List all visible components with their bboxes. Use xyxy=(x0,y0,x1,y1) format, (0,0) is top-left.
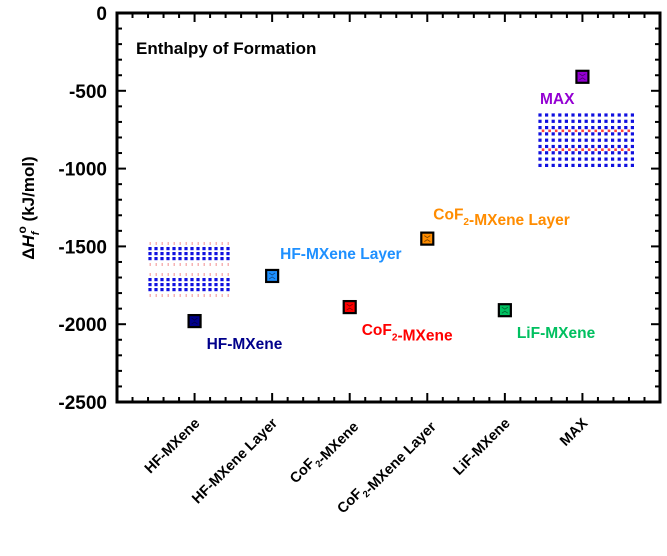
data-point xyxy=(497,303,512,318)
max-phase-structure xyxy=(538,113,634,167)
plot-frame xyxy=(115,11,662,404)
point-annotation: HF-MXene xyxy=(207,336,283,353)
point-annotations: HF-MXene HF-MXene Layer CoF2-MXene CoF2-MXe… xyxy=(207,91,596,353)
y-tick-label: 0 xyxy=(96,4,107,25)
data-point xyxy=(575,69,590,84)
x-tick-label: LiF-MXene xyxy=(451,416,514,479)
y-axis-label: ΔHfo (kJ/mol) xyxy=(15,156,42,259)
data-points xyxy=(187,69,590,329)
axis-ticks xyxy=(116,12,661,403)
y-tick-label: -2500 xyxy=(58,393,107,414)
data-point xyxy=(420,231,435,246)
point-annotation: LiF-MXene xyxy=(517,325,596,342)
point-annotation: HF-MXene Layer xyxy=(280,246,401,263)
x-tick-label: MAX xyxy=(557,415,591,449)
data-point xyxy=(342,299,357,315)
point-annotation: CoF2-MXene Layer xyxy=(433,207,570,229)
chart-title: Enthalpy of Formation xyxy=(136,39,316,58)
y-tick-label: -1000 xyxy=(58,160,107,181)
point-annotation: CoF2-MXene xyxy=(362,322,453,344)
x-tick-label: HF-MXene Layer xyxy=(189,415,281,507)
x-tick-label: HF-MXene xyxy=(142,416,203,477)
y-tick-label: -2000 xyxy=(58,315,107,336)
y-tick-labels: 0 -500 -1000 -1500 -2000 -2500 xyxy=(58,4,107,414)
x-tick-label: CoF2-MXene xyxy=(287,416,362,491)
hf-mxene-layered-structure xyxy=(148,242,230,266)
data-point xyxy=(187,313,202,329)
point-annotation: MAX xyxy=(540,91,575,108)
data-point xyxy=(265,268,280,284)
y-tick-label: -1500 xyxy=(58,237,107,258)
structure-illustrations xyxy=(148,113,634,297)
hf-mxene-layered-structure xyxy=(148,273,230,297)
y-tick-label: -500 xyxy=(69,82,107,103)
